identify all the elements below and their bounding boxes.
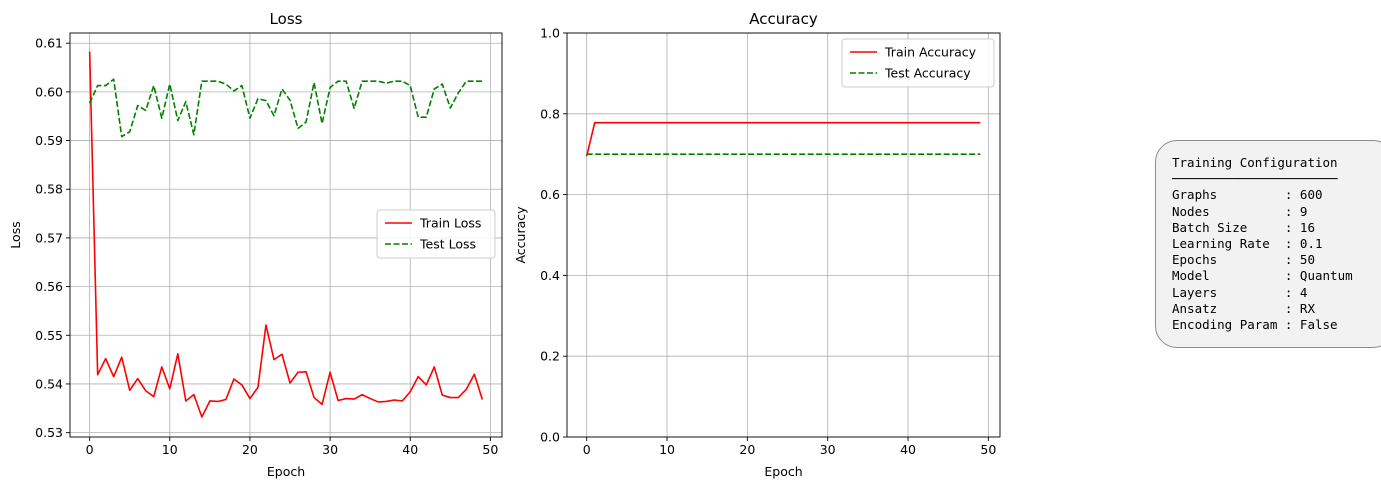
accuracy-y-tick-label: 0.2 <box>540 349 560 364</box>
loss-y-tick-label: 0.53 <box>35 425 63 440</box>
loss-legend-label-test-loss: Test Loss <box>419 237 476 252</box>
accuracy-x-tick-label: 10 <box>659 442 675 457</box>
loss-y-axis-label: Loss <box>8 221 23 248</box>
loss-x-tick-label: 40 <box>402 442 418 457</box>
loss-y-tick-label: 0.56 <box>35 279 63 294</box>
loss-legend: Train Loss Test Loss <box>376 209 496 259</box>
loss-x-tick-label: 50 <box>482 442 498 457</box>
loss-x-tick-label: 30 <box>322 442 338 457</box>
accuracy-legend-box <box>841 38 995 88</box>
accuracy-legend-label-train-accuracy: Train Accuracy <box>884 45 977 60</box>
loss-axes-frame <box>69 32 503 438</box>
loss-series-train-loss <box>88 51 484 418</box>
accuracy-x-tick-label: 20 <box>739 442 755 457</box>
loss-y-tick-label: 0.54 <box>35 376 63 391</box>
loss-chart-title: Loss <box>270 10 303 28</box>
accuracy-y-tick-label: 0.0 <box>540 430 560 445</box>
accuracy-chart-title: Accuracy <box>749 10 818 28</box>
loss-chart: 0 10 20 30 40 50 0.53 0.54 0.55 0.56 0.57 0.58 0.59 0… <box>8 10 503 479</box>
loss-y-tick-label: 0.59 <box>35 133 63 148</box>
accuracy-x-tick-label: 50 <box>980 442 996 457</box>
training-config-text: Training Configuration ─────────────────… <box>1172 155 1353 333</box>
loss-y-tick-label: 0.55 <box>35 328 63 343</box>
loss-x-tick-label: 10 <box>162 442 178 457</box>
accuracy-axes-frame <box>566 32 1001 438</box>
loss-x-axis-label: Epoch <box>267 464 305 479</box>
accuracy-y-tick-label: 0.6 <box>540 187 560 202</box>
accuracy-y-axis-label: Accuracy <box>513 206 528 264</box>
loss-x-tick-label: 20 <box>242 442 258 457</box>
accuracy-x-tick-label: 30 <box>820 442 836 457</box>
loss-y-tick-label: 0.58 <box>35 182 63 197</box>
accuracy-series-train-accuracy <box>585 121 981 157</box>
accuracy-x-tick-label: 40 <box>900 442 916 457</box>
accuracy-x-tick-label: 0 <box>583 442 591 457</box>
accuracy-legend-label-test-accuracy: Test Accuracy <box>884 66 971 81</box>
loss-series-test-loss <box>88 78 483 138</box>
accuracy-legend: Train Accuracy Test Accuracy <box>841 38 995 88</box>
accuracy-x-axis-label: Epoch <box>764 464 802 479</box>
loss-x-tick-label: 0 <box>86 442 94 457</box>
loss-y-tick-label: 0.61 <box>35 36 63 51</box>
loss-y-tick-label: 0.57 <box>35 230 63 245</box>
accuracy-y-tick-label: 1.0 <box>540 26 560 41</box>
accuracy-y-tick-label: 0.8 <box>540 106 560 121</box>
accuracy-chart: 0 10 20 30 40 50 0.0 0.2 0.4 0.6 0.8 1.0 Accuracy Epo… <box>513 10 1001 479</box>
training-config-box: Training Configuration ─────────────────… <box>1155 140 1381 348</box>
accuracy-y-tick-label: 0.4 <box>540 268 560 283</box>
loss-legend-box <box>376 209 496 259</box>
loss-legend-label-train-loss: Train Loss <box>419 216 481 231</box>
loss-y-tick-label: 0.60 <box>35 84 63 99</box>
